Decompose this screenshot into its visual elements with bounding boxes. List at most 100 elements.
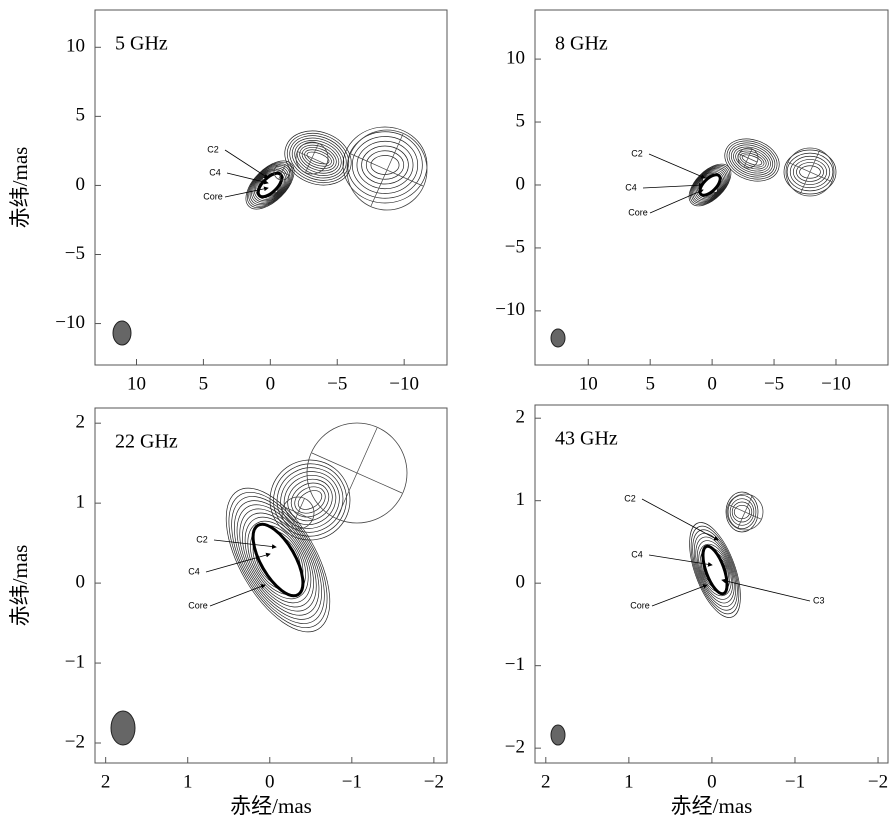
jet-contour bbox=[783, 149, 837, 195]
x-tick-label: −5 bbox=[327, 373, 347, 394]
x-tick-label: 0 bbox=[707, 373, 717, 394]
panel: 10 5 0 −5 −10 −10 −5 0 5 10 8 GHz C2 C4 Core bbox=[495, 9, 889, 394]
jet-contour bbox=[728, 142, 776, 178]
component-label: C3 bbox=[813, 595, 825, 605]
core-contour bbox=[249, 164, 291, 206]
jet-contour bbox=[727, 494, 757, 530]
jet-contour bbox=[792, 159, 828, 185]
beam bbox=[110, 710, 136, 746]
y-tick-label: 10 bbox=[506, 47, 525, 68]
jet-contour bbox=[297, 490, 323, 510]
component-circle bbox=[281, 496, 315, 530]
jet-contour bbox=[294, 486, 326, 514]
component-arrow bbox=[641, 498, 719, 541]
core-contour bbox=[244, 516, 312, 604]
jet-contour bbox=[351, 136, 419, 194]
component-arrow bbox=[224, 149, 269, 179]
core-peak bbox=[701, 544, 729, 596]
y-tick-label: −10 bbox=[495, 299, 525, 320]
core-contour bbox=[695, 536, 735, 604]
x-tick-label: 5 bbox=[199, 373, 209, 394]
y-tick-label: −2 bbox=[505, 737, 525, 758]
y-tick-label: 0 bbox=[76, 174, 86, 195]
y-tick-label: −2 bbox=[65, 731, 85, 752]
jet-contour bbox=[361, 145, 409, 185]
x-tick-label: −1 bbox=[342, 771, 362, 792]
core-peak bbox=[698, 173, 722, 197]
jet-contour bbox=[739, 152, 765, 168]
core-contour bbox=[247, 520, 309, 600]
x-tick-label: 5 bbox=[645, 373, 655, 394]
jet-contour bbox=[301, 147, 335, 169]
jet-contour bbox=[796, 162, 824, 182]
component-label: C2 bbox=[207, 144, 219, 154]
component-label: C2 bbox=[624, 493, 636, 503]
jet-contour bbox=[789, 155, 831, 189]
core-contour bbox=[696, 540, 734, 600]
component-circle bbox=[295, 141, 329, 175]
component-cross bbox=[278, 164, 286, 180]
core-contour bbox=[239, 508, 317, 612]
jet-contour bbox=[356, 140, 414, 190]
y-tick-label: 5 bbox=[516, 110, 526, 131]
jet-contour bbox=[724, 138, 780, 182]
component-label: C4 bbox=[631, 549, 643, 559]
y-tick-label: 1 bbox=[76, 492, 86, 513]
jet-contour bbox=[290, 482, 330, 518]
y-tick-label: 10 bbox=[66, 36, 85, 57]
x-axis-label: 赤经/mas bbox=[230, 794, 312, 818]
component-circle bbox=[273, 163, 291, 181]
component-arrow bbox=[648, 153, 706, 179]
panel-title: 8 GHz bbox=[555, 33, 608, 55]
panel: 10 5 0 −5 −10 −10 −5 0 5 10 5 GHz C2 C4 Core 赤纬/mas bbox=[8, 9, 448, 394]
y-tick-label: −5 bbox=[505, 236, 525, 257]
component-label: C4 bbox=[625, 182, 637, 192]
component-cross bbox=[737, 495, 753, 529]
component-cross bbox=[800, 150, 820, 194]
jet-contour bbox=[284, 130, 352, 186]
x-tick-label: −10 bbox=[821, 373, 851, 394]
component-arrow bbox=[651, 584, 708, 607]
x-tick-label: 0 bbox=[265, 771, 275, 792]
component-cross bbox=[305, 143, 319, 173]
component-label: C4 bbox=[188, 566, 200, 576]
plot-frame bbox=[94, 407, 448, 764]
component-circle bbox=[785, 147, 835, 197]
y-tick-label: 0 bbox=[76, 571, 86, 592]
core-contour bbox=[247, 162, 293, 208]
component-cross bbox=[336, 427, 378, 519]
component-label: Core bbox=[188, 600, 208, 610]
x-tick-label: 10 bbox=[579, 373, 598, 394]
x-tick-label: 1 bbox=[624, 771, 634, 792]
x-tick-label: −2 bbox=[424, 771, 444, 792]
component-arrow bbox=[226, 172, 269, 185]
jet-contour bbox=[304, 149, 332, 167]
component-circle bbox=[737, 147, 759, 169]
core-contour bbox=[233, 500, 323, 620]
x-tick-label: −10 bbox=[389, 373, 419, 394]
core-contour bbox=[228, 491, 328, 629]
jet-contour bbox=[731, 501, 753, 523]
x-tick-label: 0 bbox=[707, 771, 717, 792]
y-tick-label: −1 bbox=[65, 651, 85, 672]
y-tick-label: 1 bbox=[516, 489, 526, 510]
component-label: Core bbox=[203, 191, 223, 201]
component-arrow bbox=[205, 552, 271, 573]
y-tick-label: 2 bbox=[516, 407, 526, 428]
component-arrow bbox=[213, 539, 277, 549]
jet-contour bbox=[726, 140, 778, 180]
y-tick-label: 5 bbox=[76, 105, 86, 126]
core-contour bbox=[690, 525, 740, 615]
jet-contour bbox=[365, 150, 405, 180]
x-tick-label: 0 bbox=[266, 373, 276, 394]
y-tick-label: 0 bbox=[516, 173, 526, 194]
jet-contour bbox=[733, 146, 771, 174]
jet-contour bbox=[735, 148, 769, 172]
jet-contour bbox=[306, 151, 330, 165]
component-arrow bbox=[648, 554, 713, 567]
component-label: C4 bbox=[209, 167, 221, 177]
component-label: C2 bbox=[631, 148, 643, 158]
component-arrow bbox=[224, 186, 269, 198]
panel: 2 1 0 −1 −2 −2 −1 0 1 2 43 GHz C2 C4 Core C3 赤经/mas bbox=[505, 404, 889, 818]
